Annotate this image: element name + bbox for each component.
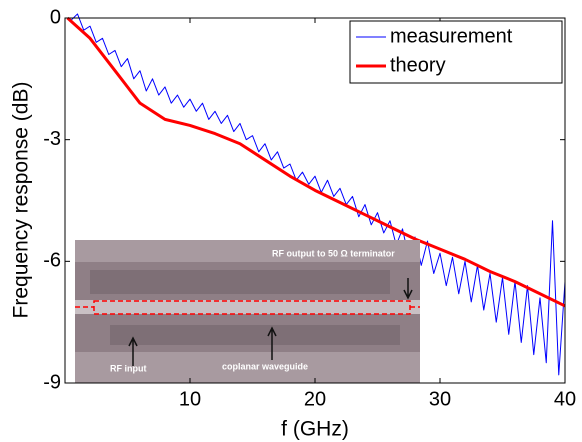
x-tick-label: 10 xyxy=(179,388,201,410)
y-tick-label: -9 xyxy=(43,371,61,393)
x-tick-label: 30 xyxy=(429,388,451,410)
legend-label: measurement xyxy=(390,25,513,47)
series-line xyxy=(66,16,566,308)
x-axis-label: f (GHz) xyxy=(281,418,349,441)
inset-photo: RF output to 50 Ω terminator RF input co… xyxy=(75,240,420,383)
inset-label: RF output to 50 Ω terminator xyxy=(272,248,395,258)
y-tick-label: 0 xyxy=(50,6,61,28)
y-tick-label: -6 xyxy=(43,250,61,272)
inset-label: RF input xyxy=(110,363,147,373)
legend-label: theory xyxy=(390,54,446,76)
x-tick-label: 40 xyxy=(554,388,576,410)
inset-label: coplanar waveguide xyxy=(222,361,308,371)
x-tick-label: 20 xyxy=(304,388,326,410)
y-axis-label: Frequency response (dB) xyxy=(10,82,33,319)
y-tick-label: -3 xyxy=(43,128,61,150)
series-line xyxy=(70,13,566,376)
legend-box xyxy=(349,20,563,84)
